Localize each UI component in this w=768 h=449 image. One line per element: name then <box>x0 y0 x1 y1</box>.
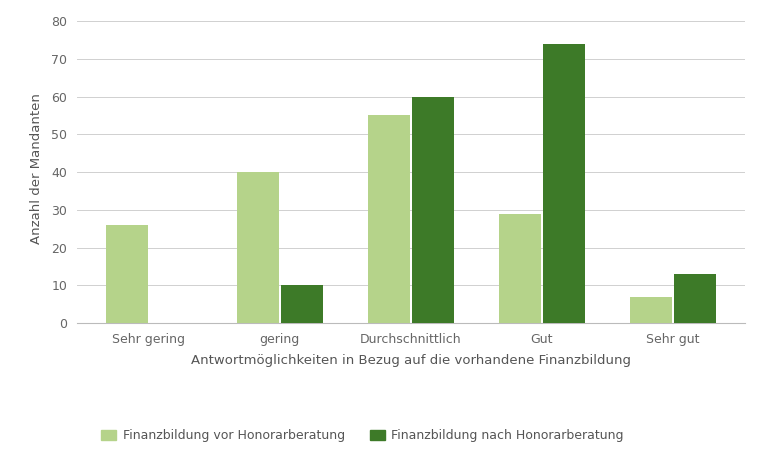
Bar <box>498 214 541 323</box>
Y-axis label: Anzahl der Mandanten: Anzahl der Mandanten <box>30 93 43 244</box>
Legend: Finanzbildung vor Honorarberatung, Finanzbildung nach Honorarberatung: Finanzbildung vor Honorarberatung, Finan… <box>97 424 628 447</box>
Bar <box>368 115 409 323</box>
Bar <box>237 172 279 323</box>
Bar <box>106 225 147 323</box>
Bar <box>412 97 454 323</box>
Bar <box>543 44 585 323</box>
Bar <box>674 274 716 323</box>
Bar <box>281 286 323 323</box>
Bar <box>630 297 671 323</box>
X-axis label: Antwortmöglichkeiten in Bezug auf die vorhandene Finanzbildung: Antwortmöglichkeiten in Bezug auf die vo… <box>191 354 631 367</box>
